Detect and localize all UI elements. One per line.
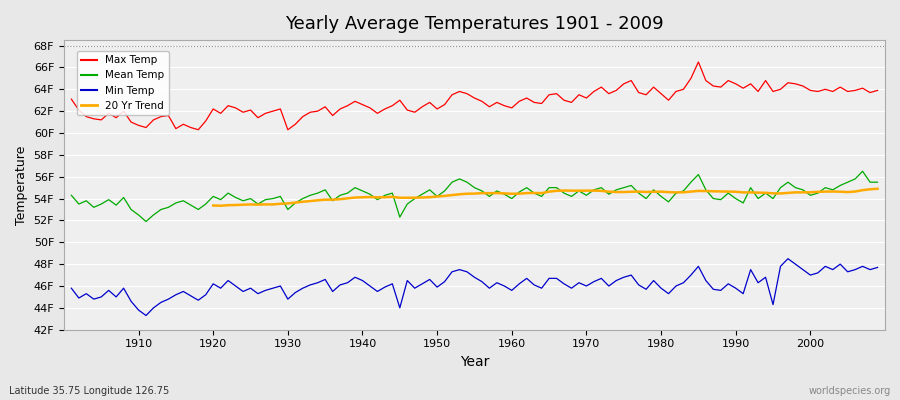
Title: Yearly Average Temperatures 1901 - 2009: Yearly Average Temperatures 1901 - 2009	[285, 15, 664, 33]
Text: Latitude 35.75 Longitude 126.75: Latitude 35.75 Longitude 126.75	[9, 386, 169, 396]
Legend: Max Temp, Mean Temp, Min Temp, 20 Yr Trend: Max Temp, Mean Temp, Min Temp, 20 Yr Tre…	[77, 51, 168, 115]
X-axis label: Year: Year	[460, 355, 489, 369]
Y-axis label: Temperature: Temperature	[15, 145, 28, 225]
Text: worldspecies.org: worldspecies.org	[809, 386, 891, 396]
